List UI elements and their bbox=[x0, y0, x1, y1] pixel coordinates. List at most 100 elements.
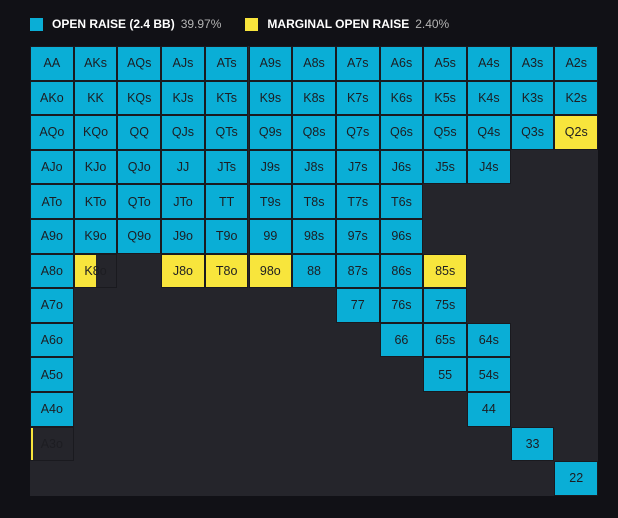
hand-cell: A5s bbox=[423, 46, 467, 81]
hand-cell: Q2s bbox=[554, 115, 599, 150]
hand-cell-fill bbox=[205, 116, 248, 149]
hand-cell-fill bbox=[74, 220, 117, 253]
hand-cell-label: AQs bbox=[127, 56, 152, 71]
hand-cell-label: AKo bbox=[40, 90, 64, 105]
hand-cell: K2s bbox=[554, 80, 599, 116]
hand-cell-fill bbox=[31, 427, 34, 461]
hand-cell-label: AJo bbox=[41, 160, 63, 175]
hand-cell-label: Q7s bbox=[346, 125, 370, 140]
hand-cell-fill bbox=[336, 47, 379, 80]
hand-cell-fill bbox=[424, 358, 466, 391]
hand-cell-fill bbox=[118, 185, 161, 218]
hand-cell: K9o bbox=[73, 219, 118, 254]
hand-cell-label: KQs bbox=[127, 90, 152, 105]
hand-cell: 88 bbox=[292, 253, 336, 289]
hand-cell-label: J9s bbox=[260, 160, 281, 175]
hand-cell: J8s bbox=[292, 149, 336, 185]
hand-cell-fill bbox=[74, 150, 117, 184]
hand-cell-fill bbox=[468, 81, 510, 115]
hand-cell-fill bbox=[424, 150, 466, 184]
hand-cell: KTo bbox=[73, 184, 118, 219]
hand-cell-fill bbox=[31, 116, 73, 149]
legend-label-open-raise: OPEN RAISE (2.4 BB) bbox=[52, 17, 175, 31]
hand-cell: J9s bbox=[248, 149, 293, 185]
hand-cell: ATo bbox=[30, 184, 74, 219]
hand-cell: A8o bbox=[30, 253, 74, 289]
hand-cell-fill bbox=[293, 185, 335, 218]
hand-cell-label: 64s bbox=[478, 333, 499, 348]
hand-cell-fill bbox=[380, 220, 423, 253]
legend-label-marginal-open-raise: MARGINAL OPEN RAISE bbox=[267, 17, 410, 31]
hand-cell-fill bbox=[162, 150, 204, 184]
hand-cell-label: 22 bbox=[569, 471, 584, 486]
hand-cell: Q6s bbox=[379, 115, 424, 150]
hand-cell-label: K3s bbox=[521, 90, 544, 105]
hand-cell-label: A8o bbox=[40, 263, 63, 278]
hand-cell-fill bbox=[162, 220, 204, 253]
hand-cell: J9o bbox=[161, 219, 205, 254]
hand-cell-fill bbox=[380, 185, 423, 218]
hand-cell-fill bbox=[249, 220, 292, 253]
hand-cell: A8s bbox=[292, 46, 336, 81]
hand-cell-label: 75s bbox=[435, 298, 456, 313]
hand-cell-label: ATs bbox=[216, 56, 237, 71]
hand-cell-fill bbox=[249, 116, 292, 149]
hand-cell-label: K8s bbox=[303, 90, 325, 105]
hand-cell: ATs bbox=[204, 46, 249, 81]
hand-cell-label: T8s bbox=[303, 194, 325, 209]
hand-cell-label: AKs bbox=[84, 56, 107, 71]
hand-cell-fill bbox=[31, 323, 73, 357]
hand-cell: K7s bbox=[335, 80, 380, 116]
hand-cell-label: Q6s bbox=[389, 125, 413, 140]
hand-cell-label: Q9o bbox=[127, 229, 152, 244]
hand-cell-label: 44 bbox=[481, 402, 496, 417]
hand-cell-fill bbox=[380, 116, 423, 149]
hand-cell: A4o bbox=[30, 392, 74, 427]
hand-cell-fill bbox=[74, 116, 117, 149]
hand-cell: QJo bbox=[117, 149, 162, 185]
hand-cell-label: K6s bbox=[390, 90, 413, 105]
hand-cell: 76s bbox=[379, 288, 424, 323]
hand-cell-fill bbox=[31, 358, 73, 391]
hand-cell-label: A4s bbox=[478, 56, 500, 71]
hand-cell-label: A6o bbox=[40, 333, 63, 348]
hand-cell: 66 bbox=[379, 322, 424, 358]
hand-cell-label: 85s bbox=[435, 263, 456, 278]
hand-cell-label: A7s bbox=[346, 56, 369, 71]
hand-cell-label: KTs bbox=[216, 90, 238, 105]
hand-cell-label: K7s bbox=[346, 90, 369, 105]
hand-cell-fill bbox=[424, 81, 466, 115]
hand-cell-label: KJo bbox=[84, 160, 107, 175]
hand-cell: 75s bbox=[423, 288, 467, 323]
hand-cell: 64s bbox=[467, 322, 511, 358]
hand-cell-label: T7s bbox=[347, 194, 369, 209]
hand-cell: A4s bbox=[467, 46, 511, 81]
hand-cell: 98s bbox=[292, 219, 336, 254]
hand-cell-label: 65s bbox=[435, 333, 456, 348]
hand-cell-label: 97s bbox=[347, 229, 368, 244]
hand-cell: KJo bbox=[73, 149, 118, 185]
hand-cell-label: 33 bbox=[525, 436, 540, 451]
hand-cell-fill bbox=[380, 81, 423, 115]
hand-cell: Q9s bbox=[248, 115, 293, 150]
hand-cell-fill bbox=[468, 47, 510, 80]
hand-cell: 96s bbox=[379, 219, 424, 254]
hand-cell-fill bbox=[118, 81, 161, 115]
hand-cell-fill bbox=[249, 150, 292, 184]
hand-cell: 85s bbox=[423, 253, 467, 289]
hand-cell-label: JTo bbox=[173, 194, 193, 209]
hand-cell: A7o bbox=[30, 288, 74, 323]
hand-cell: 22 bbox=[554, 461, 599, 496]
hand-cell-fill bbox=[205, 185, 248, 218]
hand-cell-label: J8s bbox=[304, 160, 324, 175]
hand-cell: KJs bbox=[161, 80, 205, 116]
hand-cell-fill bbox=[380, 150, 423, 184]
hand-cell: AQo bbox=[30, 115, 74, 150]
hand-cell-fill bbox=[31, 81, 73, 115]
hand-cell: J8o bbox=[161, 253, 205, 289]
legend-pct-marginal-open-raise: 2.40% bbox=[415, 17, 450, 31]
hand-cell-fill bbox=[336, 116, 379, 149]
hand-cell: JJ bbox=[161, 149, 205, 185]
hand-cell: T7s bbox=[335, 184, 380, 219]
legend: OPEN RAISE (2.4 BB) 39.97% MARGINAL OPEN… bbox=[30, 14, 473, 34]
